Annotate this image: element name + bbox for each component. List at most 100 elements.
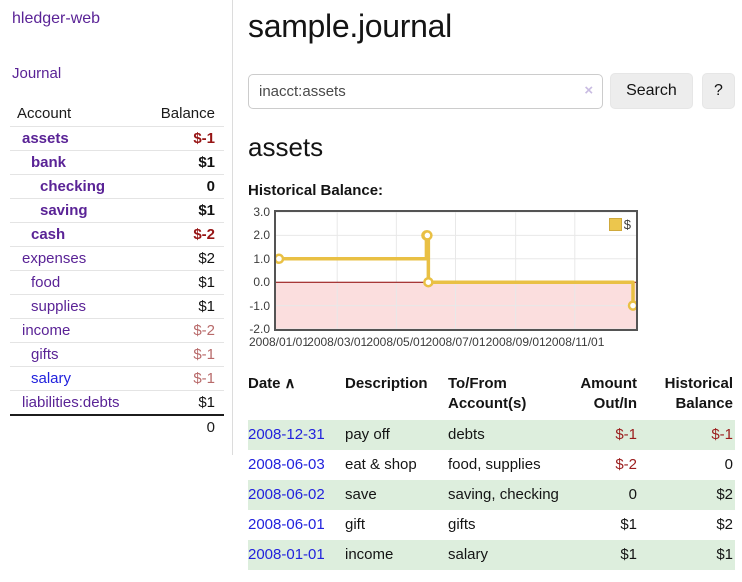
register-col-accounts: To/From Account(s) xyxy=(448,375,527,413)
register-col-date[interactable]: Date ∧ xyxy=(248,375,296,392)
sort-ascending-icon: ∧ xyxy=(284,375,296,392)
page-title: sample.journal xyxy=(248,8,452,44)
y-axis-tick-label: 1.0 xyxy=(253,251,270,266)
sidebar-account-link[interactable]: income xyxy=(22,322,71,339)
clear-search-icon[interactable]: × xyxy=(584,81,594,99)
series-swatch-icon xyxy=(608,218,622,231)
transaction-accounts: debts xyxy=(448,425,485,443)
transaction-balance: $-1 xyxy=(711,425,733,443)
register-col-amount: Amount Out/In xyxy=(580,375,637,413)
account-balance: $-2 xyxy=(145,222,224,247)
transaction-description: gift xyxy=(345,515,366,533)
account-balance: $1 xyxy=(145,294,224,319)
transaction-accounts: food, supplies xyxy=(448,455,541,473)
sidebar-account-link[interactable]: gifts xyxy=(31,346,59,363)
x-axis-tick-label: 2008/03/01 xyxy=(307,335,368,349)
account-balance: $2 xyxy=(145,246,224,271)
account-row: cash $-2 xyxy=(10,222,224,247)
chart-legend: $ xyxy=(606,216,633,233)
accounts-total-value: 0 xyxy=(145,414,224,439)
search-input[interactable] xyxy=(248,73,604,109)
chart-title: Historical Balance: xyxy=(248,182,384,199)
sidebar-account-link[interactable]: saving xyxy=(40,202,88,219)
sidebar-account-link[interactable]: checking xyxy=(40,178,106,195)
sidebar-account-link[interactable]: food xyxy=(31,274,61,291)
transaction-row: 2008-12-31 pay off debts $-1 $-1 xyxy=(248,419,735,450)
transaction-description: income xyxy=(345,545,394,563)
transaction-row: 2008-06-01 gift gifts $1 $2 xyxy=(248,510,735,540)
series-label: $ xyxy=(623,217,631,232)
y-axis-tick-label: 2.0 xyxy=(253,228,270,243)
account-balance: $-2 xyxy=(145,318,224,343)
main-content: sample.journal × Search ? assets Histori… xyxy=(233,0,742,570)
sidebar-account-link[interactable]: supplies xyxy=(31,298,87,315)
sidebar-account-link[interactable]: cash xyxy=(31,226,66,243)
account-row: supplies $1 xyxy=(10,294,224,319)
transaction-row: 2008-01-01 income salary $1 $1 xyxy=(248,539,735,570)
transaction-accounts: salary xyxy=(448,545,489,563)
transaction-accounts: gifts xyxy=(448,515,476,533)
x-axis-tick-label: 2008/05/01 xyxy=(366,335,427,349)
account-row: gifts $-1 xyxy=(10,342,224,367)
sidebar: hledger-web Journal Account Balance asse… xyxy=(0,0,233,455)
x-axis-tick-label: 2008/07/01 xyxy=(425,335,486,349)
transaction-amount: $1 xyxy=(620,515,637,533)
account-row: expenses $2 xyxy=(10,246,224,271)
register-table: Date ∧ Description To/From Account(s) Amo… xyxy=(248,372,735,570)
account-balance: $-1 xyxy=(145,366,224,391)
account-row: saving $1 xyxy=(10,198,224,223)
account-row: bank $1 xyxy=(10,150,224,175)
chart-plot-area xyxy=(274,210,638,331)
sidebar-account-link[interactable]: assets xyxy=(22,130,69,147)
transaction-row: 2008-06-02 save saving, checking 0 $2 xyxy=(248,479,735,510)
y-axis-tick-label: -1.0 xyxy=(249,298,270,313)
sidebar-item-journal[interactable]: Journal xyxy=(12,65,62,82)
register-tbody: 2008-12-31 pay off debts $-1 $-1 2008-06-03 ea… xyxy=(248,419,735,570)
transaction-balance: $2 xyxy=(716,515,733,533)
app-title-link[interactable]: hledger-web xyxy=(12,10,101,27)
transaction-date-link[interactable]: 2008-06-02 xyxy=(248,485,325,503)
x-axis-tick-label: 2008/11/01 xyxy=(545,335,605,349)
transaction-date-link[interactable]: 2008-06-01 xyxy=(248,515,325,533)
transaction-balance: $2 xyxy=(716,485,733,503)
account-row: assets $-1 xyxy=(10,126,224,151)
account-row: checking 0 xyxy=(10,174,224,199)
account-balance: 0 xyxy=(145,174,224,199)
search-button[interactable]: Search xyxy=(610,73,693,109)
accounts-total-row: 0 xyxy=(10,414,224,439)
account-balance: $1 xyxy=(145,390,224,415)
transaction-description: save xyxy=(345,485,377,503)
y-axis-tick-label: 3.0 xyxy=(253,205,270,219)
y-axis-tick-label: -2.0 xyxy=(249,322,270,336)
transaction-date-link[interactable]: 2008-01-01 xyxy=(248,545,325,563)
sidebar-account-link[interactable]: salary xyxy=(31,370,72,387)
accounts-col-account: Account xyxy=(17,105,72,122)
transaction-row: 2008-06-03 eat & shop food, supplies $-2 0 xyxy=(248,450,735,480)
account-balance: $1 xyxy=(145,270,224,295)
y-axis-tick-label: 0.0 xyxy=(253,275,270,290)
help-button[interactable]: ? xyxy=(701,73,735,109)
accounts-table: Account Balance assets $-1 bank $1 checking 0… xyxy=(10,102,224,439)
transaction-description: eat & shop xyxy=(345,455,417,473)
transaction-amount: $-1 xyxy=(615,425,637,443)
transaction-amount: $1 xyxy=(620,545,637,563)
accounts-col-balance: Balance xyxy=(160,105,215,122)
account-row: food $1 xyxy=(10,270,224,295)
x-axis-tick-label: 2008/01/01 xyxy=(248,335,310,349)
x-axis-tick-label: 2008/09/01 xyxy=(485,335,546,349)
account-heading: assets xyxy=(248,132,324,162)
transaction-balance: 0 xyxy=(724,455,733,473)
account-balance: $1 xyxy=(145,150,224,175)
account-balance: $1 xyxy=(145,198,224,223)
transaction-date-link[interactable]: 2008-06-03 xyxy=(248,455,325,473)
sidebar-account-link[interactable]: bank xyxy=(31,154,67,171)
register-col-balance: Historical Balance xyxy=(664,375,733,413)
sidebar-account-link[interactable]: expenses xyxy=(22,250,87,267)
sidebar-account-link[interactable]: liabilities:debts xyxy=(22,394,120,411)
register-col-description: Description xyxy=(345,375,428,392)
transaction-date-link[interactable]: 2008-12-31 xyxy=(248,425,325,443)
transaction-amount: $-2 xyxy=(615,455,637,473)
account-row: salary $-1 xyxy=(10,366,224,391)
account-row: income $-2 xyxy=(10,318,224,343)
account-balance: $-1 xyxy=(145,342,224,367)
